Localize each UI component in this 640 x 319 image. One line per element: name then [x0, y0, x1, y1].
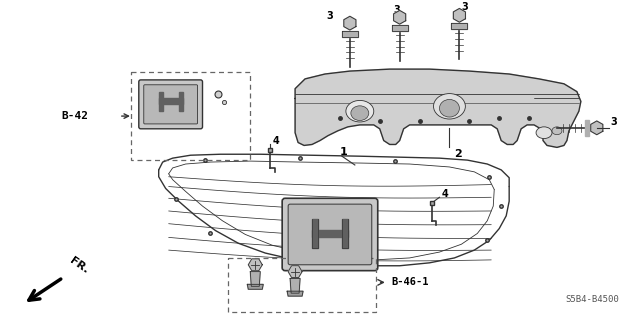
Text: 3: 3	[394, 5, 400, 15]
Text: FR.: FR.	[68, 256, 91, 276]
Polygon shape	[392, 25, 408, 31]
Polygon shape	[453, 9, 465, 22]
Text: 2: 2	[454, 149, 462, 159]
Polygon shape	[250, 272, 260, 286]
Ellipse shape	[346, 100, 374, 122]
Polygon shape	[288, 266, 302, 278]
Ellipse shape	[351, 106, 369, 121]
FancyBboxPatch shape	[288, 204, 372, 265]
Polygon shape	[591, 121, 603, 135]
Text: 3: 3	[461, 3, 468, 12]
Polygon shape	[247, 284, 263, 289]
Polygon shape	[342, 219, 348, 248]
Polygon shape	[344, 16, 356, 30]
Polygon shape	[159, 99, 182, 104]
Text: B-46-1: B-46-1	[392, 278, 429, 287]
Polygon shape	[290, 278, 300, 293]
Polygon shape	[312, 230, 348, 237]
Polygon shape	[451, 23, 467, 29]
FancyBboxPatch shape	[282, 198, 378, 271]
Polygon shape	[295, 69, 581, 147]
Polygon shape	[585, 120, 589, 136]
Polygon shape	[342, 31, 358, 37]
Ellipse shape	[433, 93, 465, 119]
Text: 1: 1	[340, 147, 348, 157]
Polygon shape	[159, 92, 163, 111]
Ellipse shape	[552, 127, 562, 135]
Polygon shape	[248, 259, 262, 271]
Text: 4: 4	[272, 136, 279, 145]
Ellipse shape	[536, 127, 552, 138]
Text: 3: 3	[326, 11, 333, 21]
Polygon shape	[312, 219, 318, 248]
FancyBboxPatch shape	[144, 85, 198, 124]
Polygon shape	[179, 92, 182, 111]
Polygon shape	[394, 11, 406, 24]
Text: S5B4-B4500: S5B4-B4500	[565, 294, 619, 303]
Text: 3: 3	[611, 117, 618, 127]
Text: 4: 4	[442, 189, 448, 199]
FancyBboxPatch shape	[139, 80, 202, 129]
Ellipse shape	[440, 100, 460, 117]
Text: B-42: B-42	[61, 111, 88, 121]
Polygon shape	[287, 291, 303, 296]
